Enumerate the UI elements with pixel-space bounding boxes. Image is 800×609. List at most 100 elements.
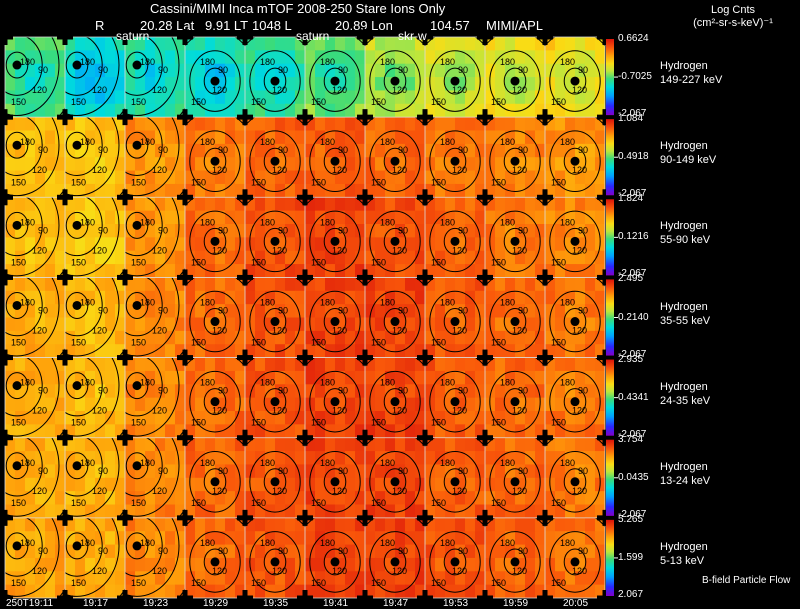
pixel-block [505,451,516,466]
pixel-block [515,170,526,185]
pixel-block [265,143,276,158]
pixel-block [305,170,316,185]
pixel-block [305,130,316,145]
pixel-block [375,504,386,518]
pixel-block [5,37,16,51]
pixel-block [575,224,586,238]
pixel-block [425,584,436,598]
saturn-marker [390,76,400,86]
pixel-block [215,237,226,252]
pixel-block [135,37,146,51]
pixel-block [585,264,596,278]
pixel-block [295,63,305,78]
pixel-block [405,103,416,118]
saturn-marker [72,461,82,471]
pixel-block [475,384,485,399]
contour-label: 180 [20,538,35,548]
saturn-marker [450,477,460,487]
contour-label: 90 [578,466,588,476]
pixel-block [555,183,566,198]
contour-line [125,51,149,79]
contour-line [369,531,421,593]
pixel-block [45,517,56,532]
pixel-block [285,304,296,319]
pixel-block [205,491,216,506]
contour-label: 120 [572,326,587,336]
pixel-block [355,584,365,598]
contour-label: 150 [551,578,566,588]
pixel-block [405,357,416,372]
pixel-block [15,264,26,278]
species-label: Hydrogen [660,140,708,153]
pixel-block [425,210,436,225]
pixel-block [445,571,456,586]
pixel-block [235,290,245,305]
pixel-block [45,357,56,372]
pixel-block [265,77,276,92]
pixel-block [325,330,336,345]
saturn-marker [330,76,340,86]
pixel-block [375,584,386,598]
pixel-block [85,50,96,65]
pixel-block [175,517,185,532]
pixel-block [285,330,296,345]
contour-line [369,50,421,112]
pixel-block [415,250,425,265]
pixel-block [105,411,116,425]
pixel-block [525,384,536,399]
pixel-block [295,517,305,532]
pixel-block [405,464,416,479]
contour-label: 120 [212,486,227,496]
cross-marker [422,109,428,126]
pixel-block [155,143,166,158]
pixel-block [465,157,476,172]
pixel-block [15,411,26,425]
pixel-block [555,77,566,92]
pixel-block [385,357,396,372]
pixel-block [155,397,166,412]
pixel-block [65,571,76,586]
pixel-block [105,157,116,172]
pixel-block [485,411,496,425]
pixel-block [295,571,305,586]
pixel-block [315,210,326,225]
pixel-block [5,210,16,225]
pixel-block [495,264,506,278]
pixel-block [525,157,536,172]
pixel-block [195,237,206,252]
pixel-block [495,411,506,425]
pixel-block [375,557,386,572]
contour-line [125,37,163,96]
overlay-saturn-label: saturn [296,29,329,43]
pixel-block [5,90,16,105]
saturn-marker [450,397,460,407]
pixel-block [315,264,326,278]
energy-label: 24-35 keV [660,394,711,407]
contour-line [189,531,241,593]
species-label: Hydrogen [660,540,708,553]
pixel-block [405,277,416,292]
pixel-block [165,531,176,546]
pixel-block [305,264,316,278]
pixel-block [285,557,296,572]
contour-label: 180 [560,57,575,67]
pixel-block [255,411,266,425]
pixel-block [545,304,556,319]
pixel-block [85,584,96,598]
pixel-block [45,477,56,492]
contour-label: 90 [158,306,168,316]
pixel-block [395,157,406,172]
pixel-block [95,451,106,466]
pixel-block [105,210,116,225]
pixel-block [525,143,536,158]
pixel-block [145,544,156,559]
pixel-block [425,531,436,546]
contour-label: 180 [140,298,155,308]
pixel-block [165,437,176,452]
pixel-block [435,504,446,518]
pixel-block [375,424,386,438]
pixel-block [75,370,86,385]
cross-marker [122,29,128,45]
